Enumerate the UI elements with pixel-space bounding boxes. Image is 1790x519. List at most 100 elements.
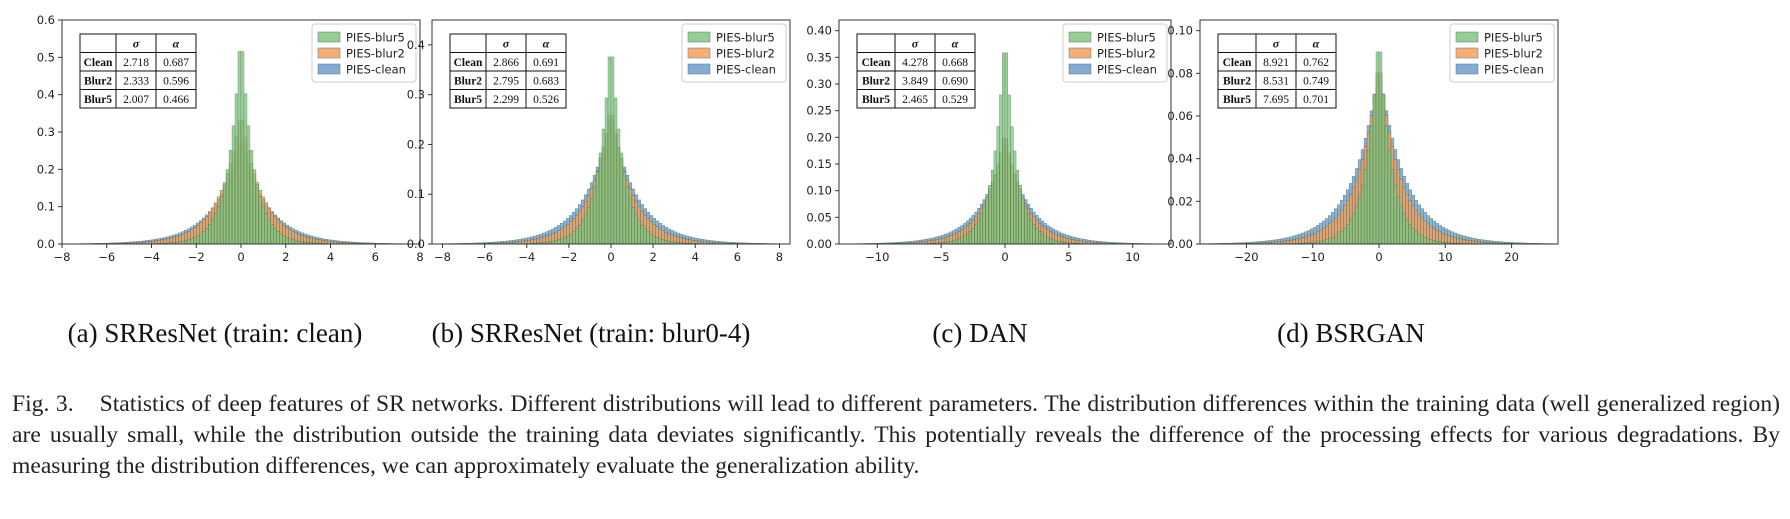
histogram-bar [1331,237,1335,245]
histogram-bar [988,185,992,245]
histogram-bar [572,231,576,245]
legend-label: PIES-blur5 [1097,31,1156,45]
stats-table-header: σ [503,37,510,51]
histogram-bar [213,213,218,245]
stats-table-cell: 0.683 [533,76,559,88]
legend-label: PIES-blur5 [716,31,775,45]
histogram-bar [1384,125,1389,245]
histogram-bar [1340,231,1344,245]
histogram-bar [228,150,233,245]
histogram-bar [985,196,989,245]
histogram-bar [577,224,582,245]
histogram-bar [1328,238,1332,245]
histogram-bar [1417,233,1421,245]
stats-table-cell: 3.849 [902,76,928,88]
legend-label: PIES-clean [346,63,406,77]
histogram-bar [649,234,653,245]
y-tick-label: 0.2 [37,162,55,176]
subcaption-a: (a) SRResNet (train: clean) [67,318,363,348]
histogram-bar [625,186,630,245]
series-PIES-blur5 [151,51,331,245]
histogram-bar [1007,94,1011,245]
histogram-bars [849,52,1161,245]
stats-table-cell: Blur2 [454,76,482,88]
histogram-bar [643,228,647,245]
stats-table-cell: 0.701 [1303,94,1329,106]
stats-table-cell: 2.718 [123,57,149,69]
histogram-bar [1334,235,1338,245]
legend-label: PIES-blur2 [1097,47,1156,61]
histogram-bar [1372,93,1377,245]
x-tick-label: 4 [327,250,334,264]
stats-table-cell: 2.007 [123,94,149,106]
histogram-bar [225,169,230,245]
y-tick-label: 0.08 [1167,66,1193,80]
stats-table-header: α [543,37,550,51]
stats-table: σ α Clean 4.278 0.668 Blur2 3.849 0.690 Blur5 2.4… [856,33,976,109]
x-tick-label: 10 [1125,250,1140,264]
histogram-bar [574,228,579,245]
legend-label: PIES-blur2 [1484,47,1543,61]
subcaption-b: (b) SRResNet (train: blur0-4) [431,318,751,348]
y-tick-label: 0.4 [407,38,425,52]
histogram-bar [255,184,260,245]
histogram-bar [966,233,970,245]
stats-table-cell: 0.749 [1303,76,1329,88]
x-tick-label: 2 [282,250,289,264]
histogram-bar [646,231,650,245]
stats-table-cell: 0.687 [163,57,189,69]
histogram-bar [207,224,212,245]
histogram-bar [610,56,615,245]
histogram-bar [652,235,656,245]
histogram-bar [1298,238,1302,245]
x-tick-label: −5 [933,250,950,264]
histogram-bar [979,213,984,245]
x-tick-label: 8 [416,250,423,264]
x-tick-label: −6 [98,250,115,264]
x-tick-label: 8 [776,250,783,264]
stats-table-cell: 8.531 [1263,76,1289,88]
stats-table-cell: 0.762 [1303,57,1329,69]
histogram-bar [231,125,236,245]
legend-swatch [1068,47,1092,59]
histogram-bar [1010,126,1014,245]
stats-table-cell: Clean [84,57,113,69]
legend: PIES-blur5 PIES-blur2 PIES-clean [311,23,417,83]
stats-table-header: α [173,37,180,51]
histogram-bar [1390,169,1395,245]
histogram-bar [1399,206,1404,245]
histogram-bar [1002,52,1006,245]
legend-swatch [1068,31,1092,43]
stats-table-cell: Blur5 [1223,94,1251,106]
histogram-bar [661,239,665,245]
histogram-bar [243,93,248,245]
legend-swatch [687,31,711,43]
y-tick-label: 0.5 [37,50,55,64]
histogram-bar [216,206,221,245]
histogram-bar [1468,240,1472,245]
histogram-bar [1024,206,1028,245]
y-tick-label: 0.20 [806,130,832,144]
histogram-bar [592,186,597,245]
histogram-bar [1402,213,1407,245]
histogram-bar [1325,239,1329,245]
histogram-bar [1322,240,1326,245]
chart-panel-c: 0.00 0.05 0.10 0.15 0.20 0.25 0.30 0.35 0.40 −10 −… [806,19,1172,264]
histogram-bar [258,196,263,245]
histogram-bar [273,228,277,245]
histogram-bar [294,240,298,245]
histogram-bars [437,56,785,245]
series-PIES-blur5 [1289,51,1469,245]
histogram-bar [622,171,627,245]
histogram-bar [566,235,570,245]
histogram-bar [563,237,567,245]
histogram-bar [199,233,203,245]
histogram-bar [619,152,624,245]
histogram-bar [993,150,997,245]
y-tick-label: 0.02 [1167,194,1193,208]
x-tick-label: −2 [188,250,205,264]
histogram-bar [202,231,206,245]
stats-table-cell: Blur5 [454,94,482,106]
histogram-bar [583,214,588,245]
stats-table-cell: Clean [1223,57,1252,69]
